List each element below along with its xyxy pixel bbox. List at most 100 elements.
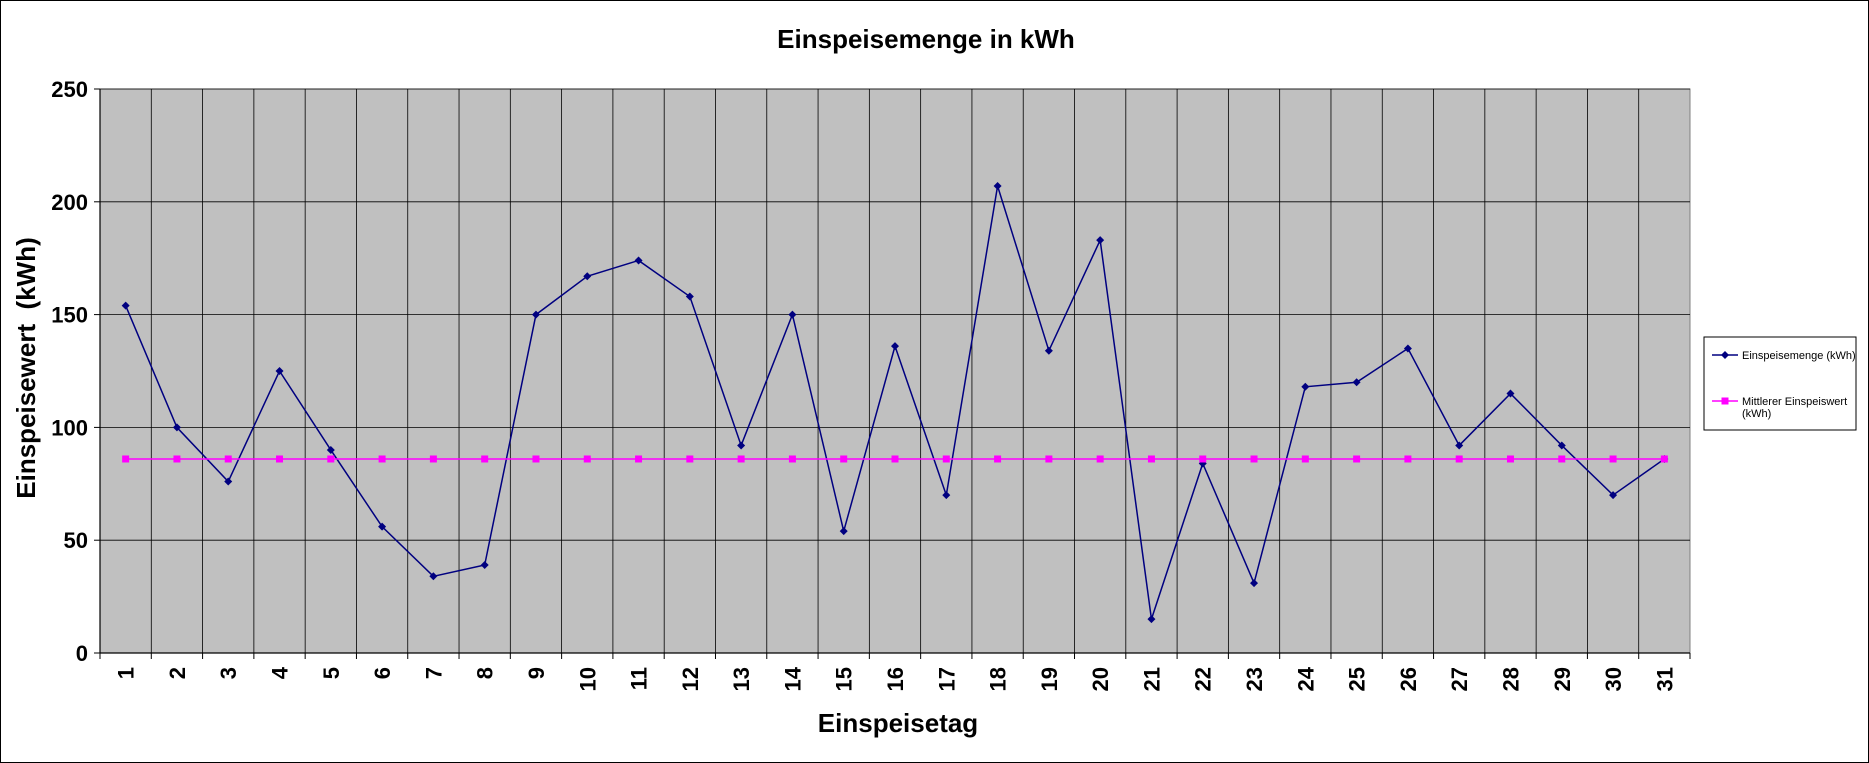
data-point xyxy=(1096,236,1105,245)
data-point xyxy=(891,455,899,463)
data-point xyxy=(737,441,746,450)
data-point xyxy=(327,455,335,463)
data-point xyxy=(276,455,284,463)
legend-label-einspeisemenge: Einspeisemenge (kWh) xyxy=(1742,350,1856,362)
x-tick-label: 17 xyxy=(934,667,959,691)
x-tick-label: 10 xyxy=(575,667,600,691)
data-point xyxy=(275,367,284,375)
data-point xyxy=(1301,382,1310,391)
data-point xyxy=(1609,491,1618,500)
axes xyxy=(99,89,1690,654)
data-point xyxy=(1609,455,1617,463)
data-point xyxy=(788,310,797,319)
data-point xyxy=(1250,455,1258,463)
data-point xyxy=(788,455,796,463)
legend-marker-einspeisemenge xyxy=(1721,351,1729,359)
data-point xyxy=(1199,455,1207,463)
data-point xyxy=(942,491,951,500)
x-tick-label: 12 xyxy=(678,667,703,691)
data-point xyxy=(224,477,233,486)
x-tick-label: 16 xyxy=(883,667,908,691)
x-axis-label: Einspeisetag xyxy=(818,708,978,738)
data-point xyxy=(429,455,437,463)
y-tick-label: 200 xyxy=(51,190,88,215)
x-tick-label: 27 xyxy=(1447,667,1472,691)
data-point xyxy=(1096,455,1104,463)
data-point xyxy=(1404,455,1412,463)
x-tick-label: 15 xyxy=(832,667,857,691)
data-point xyxy=(993,182,1002,191)
data-point xyxy=(429,572,438,581)
vertical-gridlines xyxy=(150,89,1640,653)
data-point xyxy=(685,292,694,301)
x-tick-label: 1 xyxy=(114,667,139,679)
data-point xyxy=(1044,346,1053,355)
legend: Einspeisemenge (kWh) Mittlerer Einspeisw… xyxy=(1703,336,1857,431)
x-tick-label: 4 xyxy=(268,666,293,679)
data-point xyxy=(839,527,848,536)
data-point xyxy=(1455,455,1463,463)
data-point xyxy=(532,455,540,463)
x-tick-label: 22 xyxy=(1191,667,1216,691)
data-point xyxy=(121,301,130,310)
data-point xyxy=(481,455,489,463)
x-tick-label: 2 xyxy=(165,667,190,679)
x-tick-label: 24 xyxy=(1293,666,1318,691)
series-layer xyxy=(121,182,1669,624)
data-point xyxy=(172,423,181,432)
data-point xyxy=(1250,579,1259,588)
x-tick-label: 5 xyxy=(319,667,344,679)
data-point xyxy=(686,455,694,463)
horizontal-gridlines xyxy=(100,88,1690,541)
legend-box xyxy=(1703,336,1857,431)
data-point xyxy=(326,445,335,454)
y-tick-label: 100 xyxy=(51,415,88,440)
y-axis-label: Einspeisewert (kWh) xyxy=(11,237,41,499)
data-point xyxy=(531,310,540,319)
data-point xyxy=(1557,441,1566,450)
data-point xyxy=(1301,455,1309,463)
data-point xyxy=(1660,455,1668,463)
x-tick-label: 19 xyxy=(1037,667,1062,691)
data-point xyxy=(942,455,950,463)
data-point xyxy=(1147,615,1156,624)
data-point xyxy=(1045,455,1053,463)
x-tick-label: 13 xyxy=(729,667,754,691)
data-point xyxy=(994,455,1002,463)
x-tick-label: 30 xyxy=(1601,667,1626,691)
y-tick-label: 0 xyxy=(76,641,88,666)
data-point xyxy=(378,522,387,531)
x-tick-label: 25 xyxy=(1345,667,1370,691)
data-point xyxy=(122,455,130,463)
data-point xyxy=(1455,441,1464,450)
data-point xyxy=(583,455,591,463)
data-point xyxy=(635,455,643,463)
data-point xyxy=(1352,378,1361,387)
x-tick-label: 20 xyxy=(1088,667,1113,691)
y-tick-label: 250 xyxy=(51,77,88,102)
x-tick-labels: 1 2 3 4 5 6 7 8 9 10 11 12 13 14 15 16 17 18 19 20 21 22 23 24 2… xyxy=(99,653,1691,691)
y-tick-label: 150 xyxy=(51,303,88,328)
x-tick-label: 7 xyxy=(421,667,446,679)
data-point xyxy=(1147,455,1155,463)
data-point xyxy=(1403,344,1412,353)
x-tick-label: 11 xyxy=(627,667,652,690)
x-tick-label: 31 xyxy=(1652,667,1677,691)
data-point xyxy=(634,256,643,265)
x-tick-label: 28 xyxy=(1498,667,1523,691)
data-point xyxy=(583,272,592,281)
data-point xyxy=(378,455,386,463)
x-tick-label: 21 xyxy=(1139,667,1164,691)
x-tick-label: 26 xyxy=(1396,667,1421,691)
data-point xyxy=(737,455,745,463)
y-tick-labels: 0 50 100 150 200 250 xyxy=(51,77,100,666)
x-tick-label: 18 xyxy=(986,667,1011,691)
legend-label-mittlerer: Mittlerer Einspeiswert (kWh) xyxy=(1742,396,1847,420)
x-tick-label: 6 xyxy=(370,667,395,679)
data-point xyxy=(480,561,489,570)
data-point xyxy=(1353,455,1361,463)
data-point xyxy=(1558,455,1566,463)
x-tick-label: 14 xyxy=(780,666,805,691)
x-tick-label: 8 xyxy=(473,667,498,679)
